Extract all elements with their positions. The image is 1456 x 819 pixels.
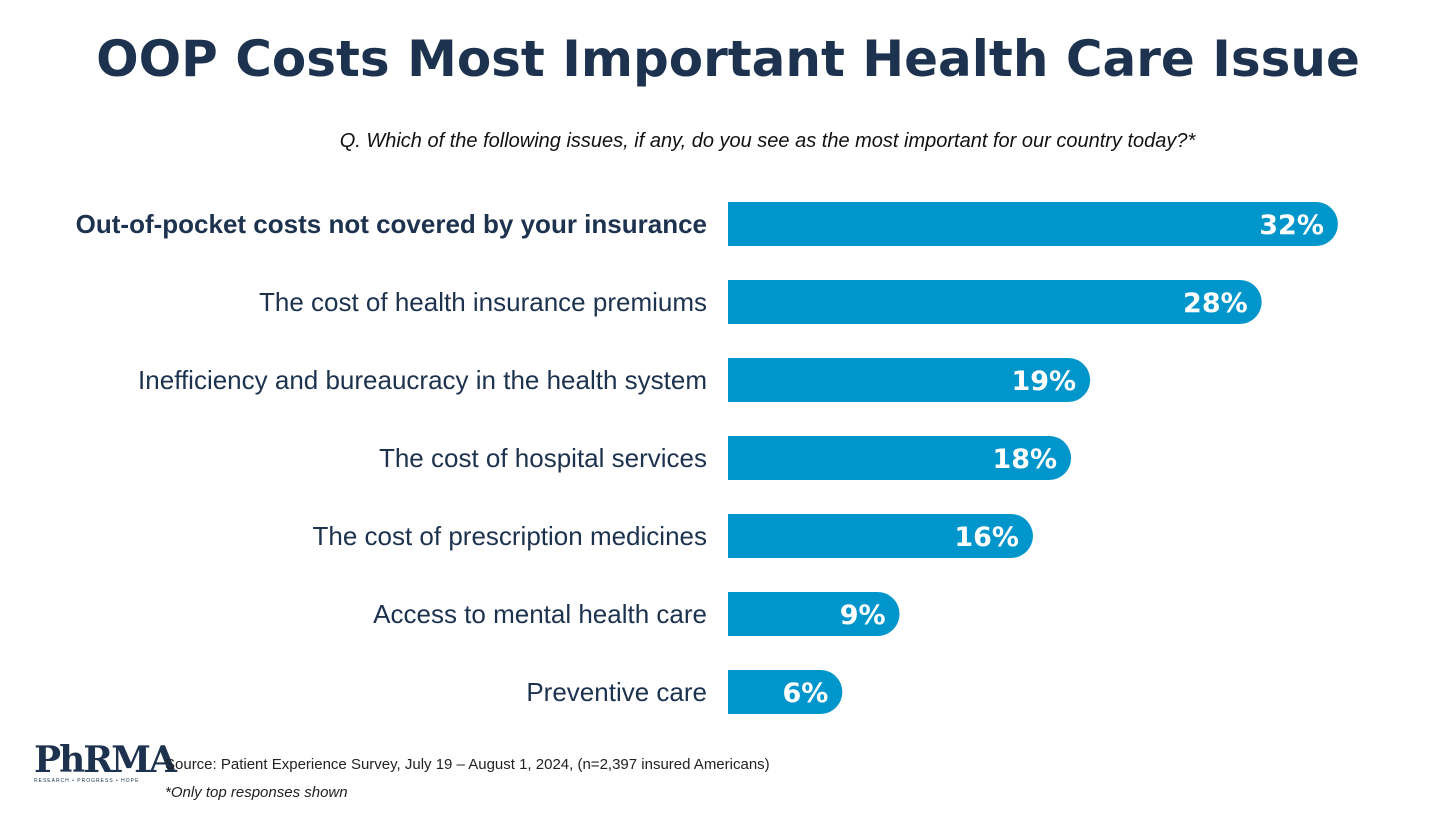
category-label: Preventive care (526, 677, 707, 707)
category-label: Inefficiency and bureaucracy in the heal… (138, 365, 707, 395)
value-label: 6% (783, 678, 829, 709)
value-label: 9% (840, 600, 886, 631)
bar-the-cost-of-prescription-medicines (728, 514, 1033, 558)
category-label: The cost of prescription medicines (312, 521, 707, 551)
logo-tagline: RESEARCH • PROGRESS • HOPE (34, 778, 140, 784)
bar-the-cost-of-health-insurance-premiums (728, 280, 1262, 324)
source-note: Source: Patient Experience Survey, July … (165, 756, 770, 773)
bar-inefficiency-and-bureaucracy-in-the-health-system (728, 358, 1091, 402)
value-label: 18% (992, 444, 1057, 475)
footnote: *Only top responses shown (165, 784, 348, 801)
survey-question: Q. Which of the following issues, if any… (339, 130, 1196, 152)
bar-out-of-pocket-costs-not-covered-by-your-insurance (728, 202, 1338, 246)
value-label: 32% (1259, 210, 1324, 241)
category-label: The cost of hospital services (379, 443, 707, 473)
bar-preventive-care (728, 670, 843, 714)
value-label: 19% (1011, 366, 1076, 397)
chart-title: OOP Costs Most Important Health Care Iss… (96, 30, 1360, 88)
value-label: 28% (1183, 288, 1248, 319)
category-label: The cost of health insurance premiums (259, 287, 707, 317)
category-label: Access to mental health care (373, 599, 707, 629)
bar-the-cost-of-hospital-services (728, 436, 1072, 480)
phrma-logo: PhRMA RESEARCH • PROGRESS • HOPE (34, 739, 177, 786)
bar-chart: Out-of-pocket costs not covered by your … (76, 202, 1338, 714)
logo-wordmark: PhRMA (34, 739, 177, 781)
category-label: Out-of-pocket costs not covered by your … (76, 209, 707, 239)
value-label: 16% (954, 522, 1019, 553)
bar-access-to-mental-health-care (728, 592, 900, 636)
